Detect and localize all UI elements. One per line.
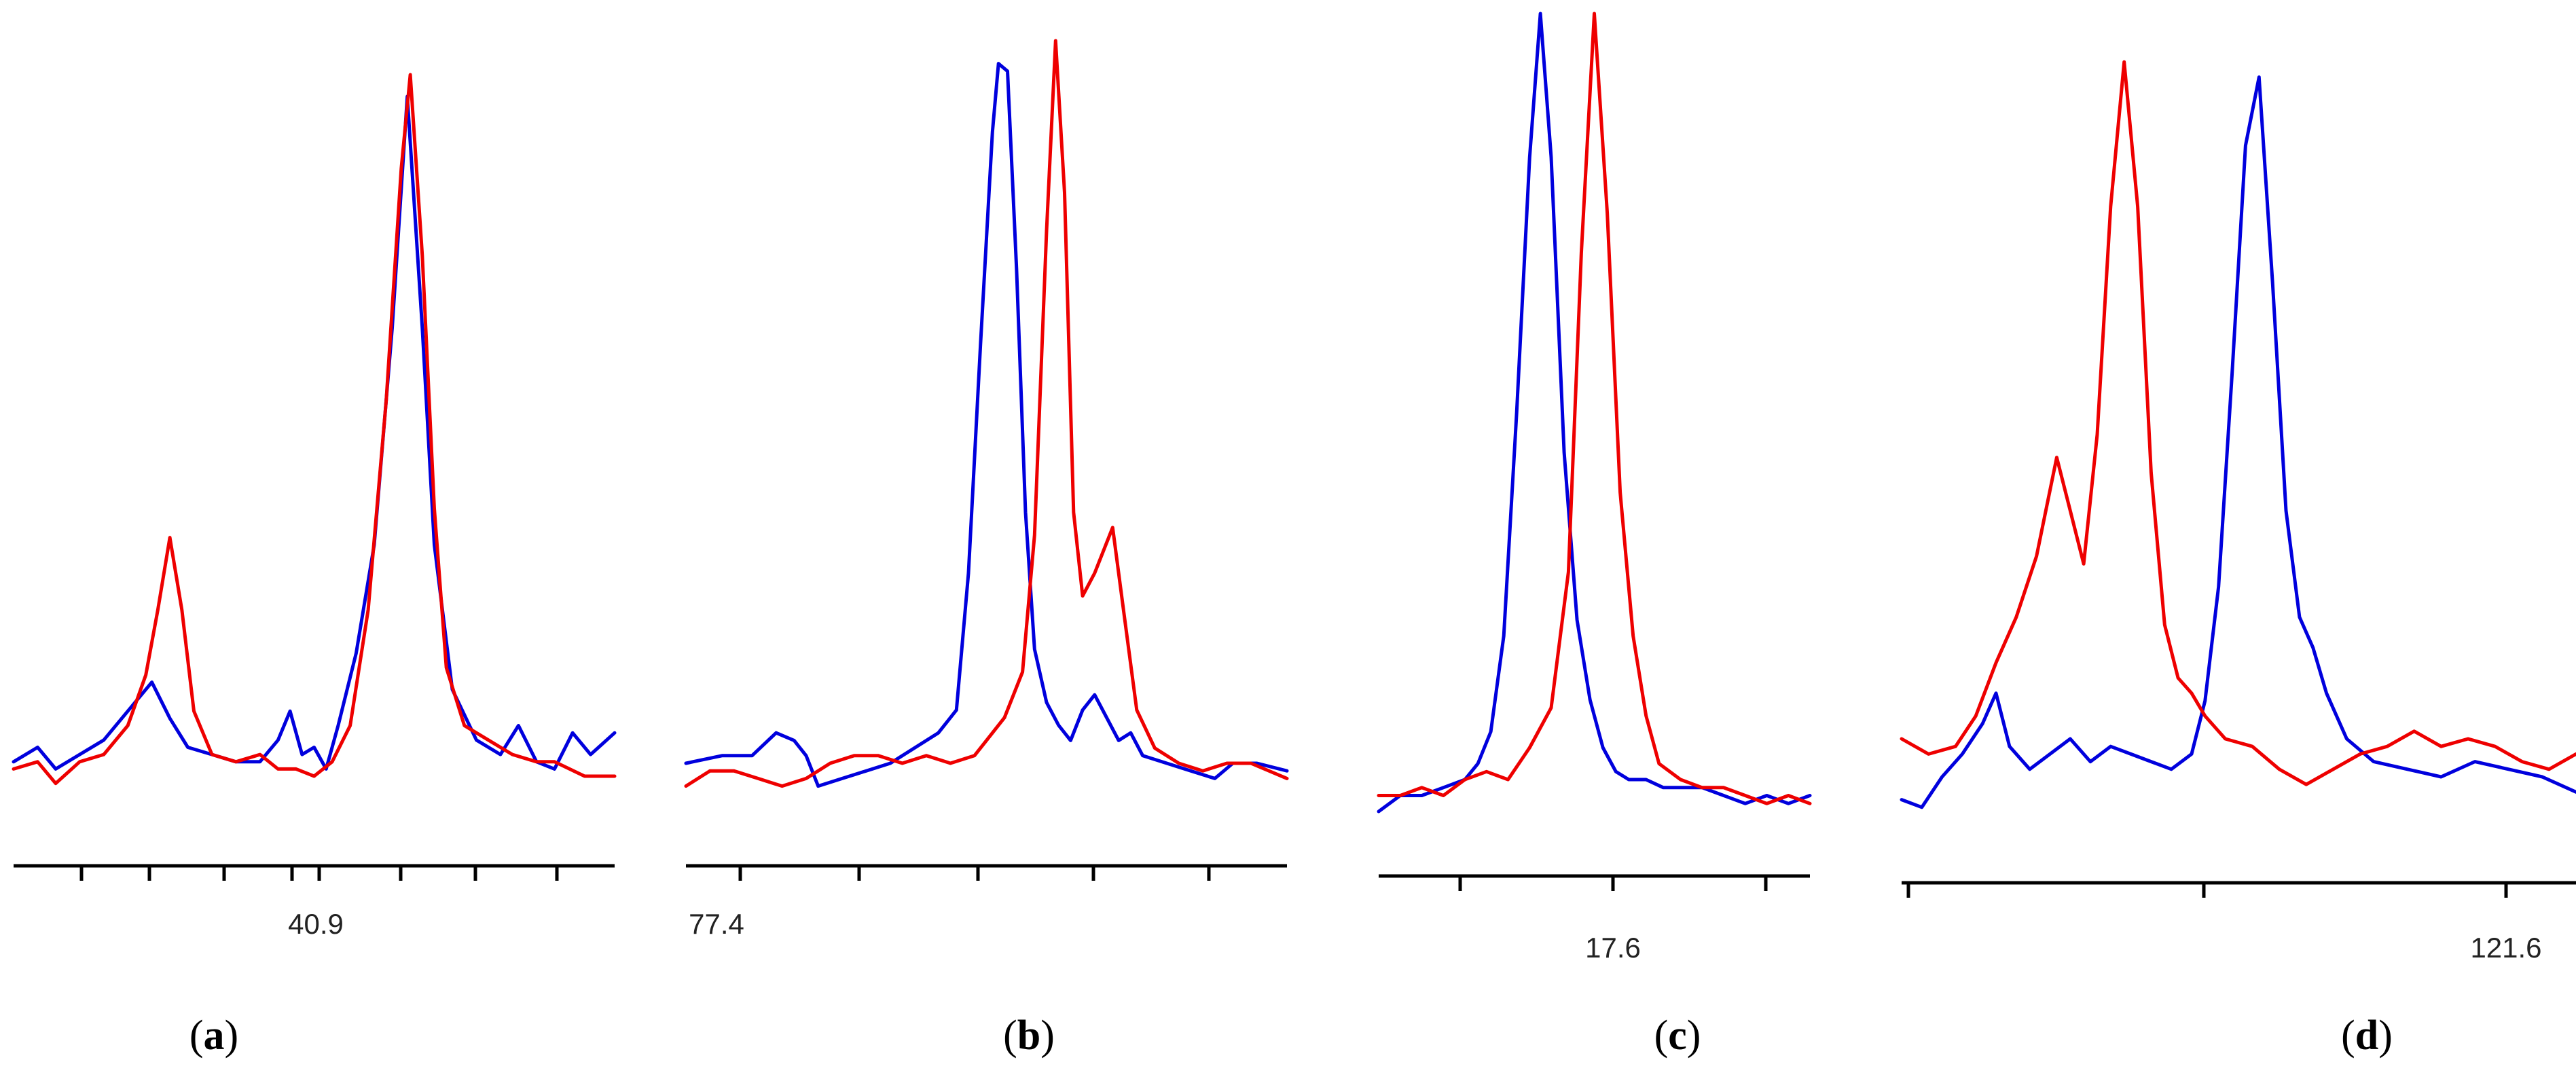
spectrum-red-series: [1377, 12, 1812, 805]
tick-label: 17.6: [1585, 932, 1641, 964]
spectrum-blue-series: [12, 94, 617, 771]
panel-label: (c): [1654, 1012, 1701, 1059]
spectrum-blue-series: [684, 62, 1289, 788]
spectrum-red-series: [1900, 60, 2576, 786]
spectrum-blue-series: [1900, 75, 2576, 809]
spectrum-red-series: [684, 39, 1289, 788]
spectrum-red-series: [12, 73, 617, 786]
tick-label: 40.9: [288, 908, 344, 940]
panel-c: 17.6 (c): [1377, 12, 1812, 1059]
panel-d: 121.6 (d): [1900, 60, 2576, 1059]
panel-label: (d): [2341, 1012, 2393, 1059]
panel-a: 40.9 (a): [12, 73, 617, 1059]
spectrum-blue-series: [1377, 12, 1812, 814]
panel-label: (b): [1003, 1012, 1055, 1059]
tick-label: 77.4: [689, 908, 744, 940]
panel-b: 77.4 (b): [684, 39, 1289, 1059]
tick-label: 121.6: [2470, 932, 2541, 964]
panel-label: (a): [189, 1012, 238, 1059]
